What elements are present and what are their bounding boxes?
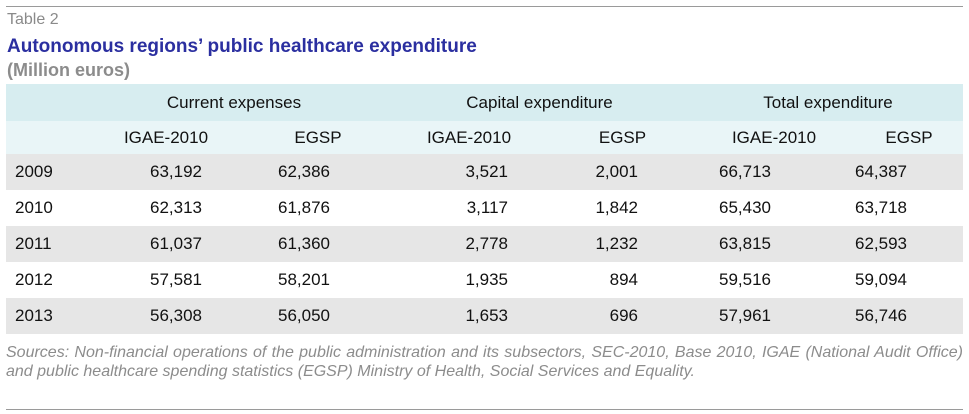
value-cell: 1,842 xyxy=(595,198,639,217)
value-cell: 59,094 xyxy=(855,270,908,289)
subheader-cell: IGAE-2010 xyxy=(426,127,512,147)
value-cell: 63,815 xyxy=(719,234,772,253)
value-cell: 894 xyxy=(609,270,639,289)
sources-note: Sources: Non-financial operations of the… xyxy=(6,344,963,380)
table-row: 2011 61,037 61,360 2,778 1,232 63,815 62… xyxy=(6,226,964,262)
value-cell: 2,778 xyxy=(465,234,508,253)
top-rule xyxy=(6,6,963,7)
subheader-row: IGAE-2010 EGSP IGAE-2010 EGSP IGAE-2010 … xyxy=(6,121,964,154)
table-subtitle: (Million euros) xyxy=(7,60,130,80)
header-corner xyxy=(6,84,82,121)
value-cell: 56,746 xyxy=(855,306,908,325)
year-cell: 2009 xyxy=(15,162,53,181)
value-cell: 63,192 xyxy=(150,162,202,181)
subheader-cell: EGSP xyxy=(885,127,933,147)
value-cell: 3,521 xyxy=(465,162,508,181)
value-cell: 65,430 xyxy=(719,198,772,217)
value-cell: 1,935 xyxy=(465,270,508,289)
table-row: 2013 56,308 56,050 1,653 696 57,961 56,7… xyxy=(6,298,964,334)
year-cell: 2013 xyxy=(15,306,53,325)
bottom-rule xyxy=(6,409,963,410)
subheader-cell: EGSP xyxy=(598,127,647,147)
value-cell: 2,001 xyxy=(595,162,639,181)
value-cell: 56,050 xyxy=(278,306,330,325)
table-row: 2010 62,313 61,876 3,117 1,842 65,430 63… xyxy=(6,190,964,226)
group-header-capital: Capital expenditure xyxy=(466,92,613,112)
group-header-row: Current expenses Capital expenditure Tot… xyxy=(6,84,964,121)
value-cell: 61,360 xyxy=(278,234,330,253)
value-cell: 64,387 xyxy=(855,162,908,181)
value-cell: 3,117 xyxy=(466,198,508,217)
value-cell: 56,308 xyxy=(150,306,202,325)
table-row: 2009 63,192 62,386 3,521 2,001 66,713 64… xyxy=(6,154,964,190)
value-cell: 1,232 xyxy=(595,234,639,253)
year-cell: 2012 xyxy=(15,270,53,289)
value-cell: 62,313 xyxy=(150,198,202,217)
table-label: Table 2 xyxy=(7,11,59,28)
value-cell: 696 xyxy=(609,306,639,325)
value-cell: 1,653 xyxy=(465,306,508,325)
value-cell: 62,593 xyxy=(855,234,908,253)
subheader-cell: IGAE-2010 xyxy=(731,127,817,147)
value-cell: 63,718 xyxy=(855,198,908,217)
value-cell: 61,037 xyxy=(150,234,202,253)
table-title: Autonomous regions’ public healthcare ex… xyxy=(7,36,477,57)
value-cell: 57,961 xyxy=(719,306,772,325)
expenditure-table: Current expenses Capital expenditure Tot… xyxy=(6,84,964,334)
table-row: 2012 57,581 58,201 1,935 894 59,516 59,0… xyxy=(6,262,964,298)
value-cell: 57,581 xyxy=(150,270,202,289)
value-cell: 58,201 xyxy=(278,270,330,289)
group-header-current: Current expenses xyxy=(166,92,302,112)
subheader-corner xyxy=(6,121,82,154)
value-cell: 66,713 xyxy=(719,162,772,181)
subheader-cell: EGSP xyxy=(294,127,342,147)
group-header-total: Total expenditure xyxy=(763,92,893,112)
year-cell: 2010 xyxy=(15,198,53,217)
value-cell: 62,386 xyxy=(278,162,330,181)
value-cell: 61,876 xyxy=(278,198,330,217)
value-cell: 59,516 xyxy=(719,270,772,289)
subheader-cell: IGAE-2010 xyxy=(123,127,209,147)
year-cell: 2011 xyxy=(15,234,52,253)
